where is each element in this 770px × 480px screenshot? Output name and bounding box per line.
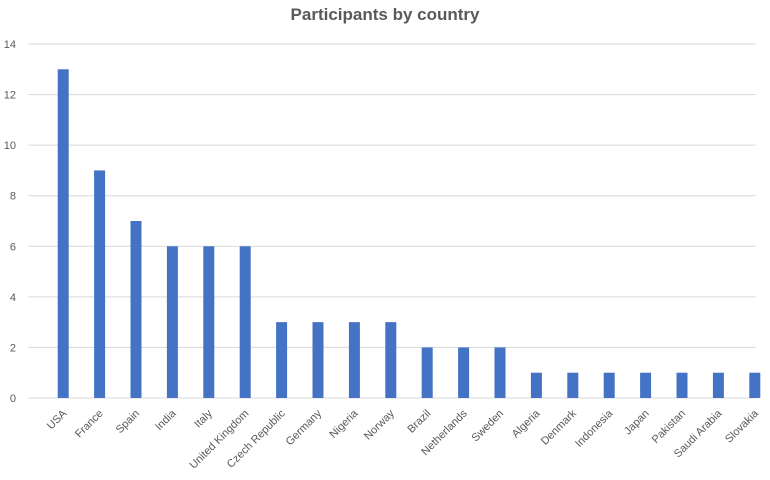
bar <box>57 69 69 399</box>
y-tick-label: 10 <box>4 140 16 152</box>
bar <box>130 221 142 398</box>
x-tick-label: Algeria <box>510 407 543 440</box>
y-tick-label: 14 <box>4 39 16 51</box>
bar <box>203 246 215 398</box>
y-tick-label: 12 <box>4 90 16 102</box>
x-tick-label: Brazil <box>405 408 433 436</box>
x-tick-label: India <box>153 407 179 433</box>
bar <box>603 372 615 398</box>
x-tick-label: Nigeria <box>327 407 361 441</box>
bar <box>494 347 506 398</box>
bar <box>385 322 397 398</box>
bar <box>640 372 652 398</box>
bar <box>312 322 324 398</box>
y-tick-label: 0 <box>10 393 16 405</box>
bar <box>712 372 724 398</box>
bar <box>94 170 106 398</box>
bar <box>276 322 288 398</box>
x-tick-label: Indonesia <box>573 407 616 450</box>
bar <box>749 372 761 398</box>
x-tick-label: Italy <box>192 407 215 430</box>
bar <box>239 246 251 398</box>
chart-title: Participants by country <box>290 5 480 24</box>
bar <box>530 372 542 398</box>
bar <box>348 322 360 398</box>
y-tick-label: 2 <box>10 342 16 354</box>
x-tick-label: Germany <box>284 407 325 448</box>
x-tick-label: Slovakia <box>723 407 762 446</box>
bar <box>166 246 178 398</box>
y-tick-label: 4 <box>10 292 16 304</box>
y-tick-label: 8 <box>10 191 16 203</box>
x-tick-label: Japan <box>622 408 652 438</box>
bar <box>676 372 688 398</box>
bar <box>458 347 470 398</box>
x-tick-label: France <box>73 408 106 441</box>
bar <box>567 372 579 398</box>
x-tick-label: Sweden <box>470 408 507 445</box>
x-tick-label: Spain <box>114 408 142 436</box>
x-tick-label: Norway <box>362 407 397 442</box>
x-tick-label: USA <box>45 407 70 432</box>
y-tick-label: 6 <box>10 241 16 253</box>
bar <box>421 347 433 398</box>
